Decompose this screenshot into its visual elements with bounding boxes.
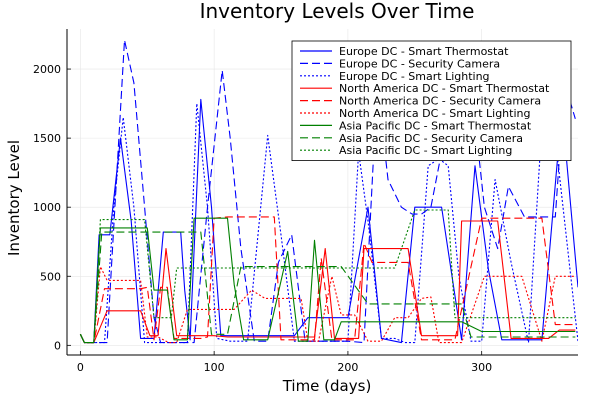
- series-line-8: [79, 231, 576, 344]
- legend-entry: Asia Pacific DC - Smart Thermostat: [339, 119, 532, 132]
- series-layer: [79, 39, 578, 344]
- legend-box: [291, 40, 572, 161]
- legend-entry: North America DC - Smart Lighting: [339, 107, 530, 120]
- legend-entry: Europe DC - Smart Thermostat: [339, 45, 509, 58]
- chart-title: Inventory Levels Over Time: [200, 0, 475, 23]
- y-tick-label: 1500: [33, 132, 61, 145]
- series-line-2: [79, 39, 576, 344]
- y-tick-label: 1000: [33, 201, 61, 214]
- y-axis-label: Inventory Level: [5, 140, 23, 256]
- series-line-6: [79, 266, 576, 344]
- legend-entry: Asia Pacific DC - Security Camera: [339, 132, 523, 145]
- series-line-5: [79, 216, 576, 344]
- x-tick-label: 0: [77, 361, 84, 374]
- series-line-7: [79, 217, 576, 344]
- series-line-9: [79, 209, 576, 344]
- legend-entry: Europe DC - Smart Lighting: [339, 70, 490, 83]
- y-tick-label: 0: [54, 339, 61, 352]
- legend-entry: Europe DC - Security Camera: [339, 57, 500, 70]
- x-tick-label: 100: [204, 361, 225, 374]
- axes: [66, 29, 578, 356]
- series-line-4: [79, 220, 576, 344]
- tick-labels: 0 100 200 300 0 500 1000 1500 2000: [33, 63, 492, 374]
- series-line-1: [79, 98, 578, 344]
- x-tick-label: 200: [337, 361, 358, 374]
- y-tick-label: 500: [40, 270, 61, 283]
- legend-entry: Asia Pacific DC - Smart Lighting: [339, 144, 512, 157]
- x-axis-label: Time (days): [282, 377, 372, 395]
- legend-entry: North America DC - Security Camera: [339, 95, 541, 108]
- x-tick-label: 300: [471, 361, 492, 374]
- y-tick-label: 2000: [33, 63, 61, 76]
- legend-entry: North America DC - Smart Thermostat: [339, 82, 550, 95]
